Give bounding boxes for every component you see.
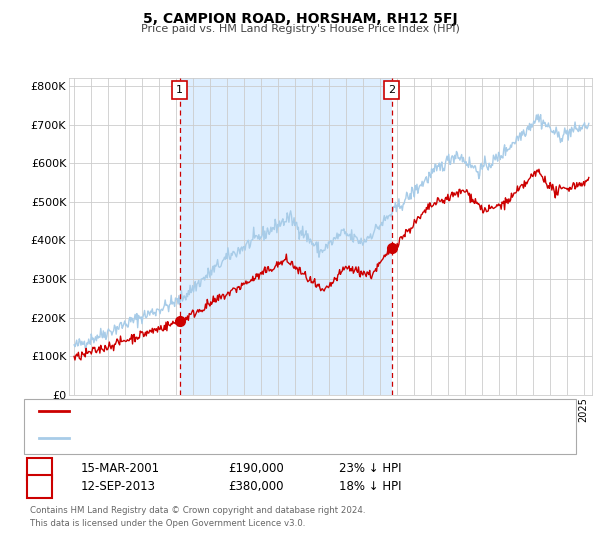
Text: HPI: Average price, detached house, Horsham: HPI: Average price, detached house, Hors… [75,433,315,443]
Text: Contains HM Land Registry data © Crown copyright and database right 2024.
This d: Contains HM Land Registry data © Crown c… [30,506,365,528]
Text: 15-MAR-2001: 15-MAR-2001 [81,462,160,475]
Text: 5, CAMPION ROAD, HORSHAM, RH12 5FJ (detached house): 5, CAMPION ROAD, HORSHAM, RH12 5FJ (deta… [75,406,379,416]
Text: 2: 2 [36,480,43,493]
Text: 1: 1 [36,462,43,475]
Text: 1: 1 [176,85,183,95]
Text: £380,000: £380,000 [228,480,284,493]
Text: £190,000: £190,000 [228,462,284,475]
Text: 2: 2 [388,85,395,95]
Text: 23% ↓ HPI: 23% ↓ HPI [339,462,401,475]
Text: 12-SEP-2013: 12-SEP-2013 [81,480,156,493]
Text: 5, CAMPION ROAD, HORSHAM, RH12 5FJ: 5, CAMPION ROAD, HORSHAM, RH12 5FJ [143,12,457,26]
Text: Price paid vs. HM Land Registry's House Price Index (HPI): Price paid vs. HM Land Registry's House … [140,24,460,34]
Bar [179,78,392,395]
Text: 18% ↓ HPI: 18% ↓ HPI [339,480,401,493]
